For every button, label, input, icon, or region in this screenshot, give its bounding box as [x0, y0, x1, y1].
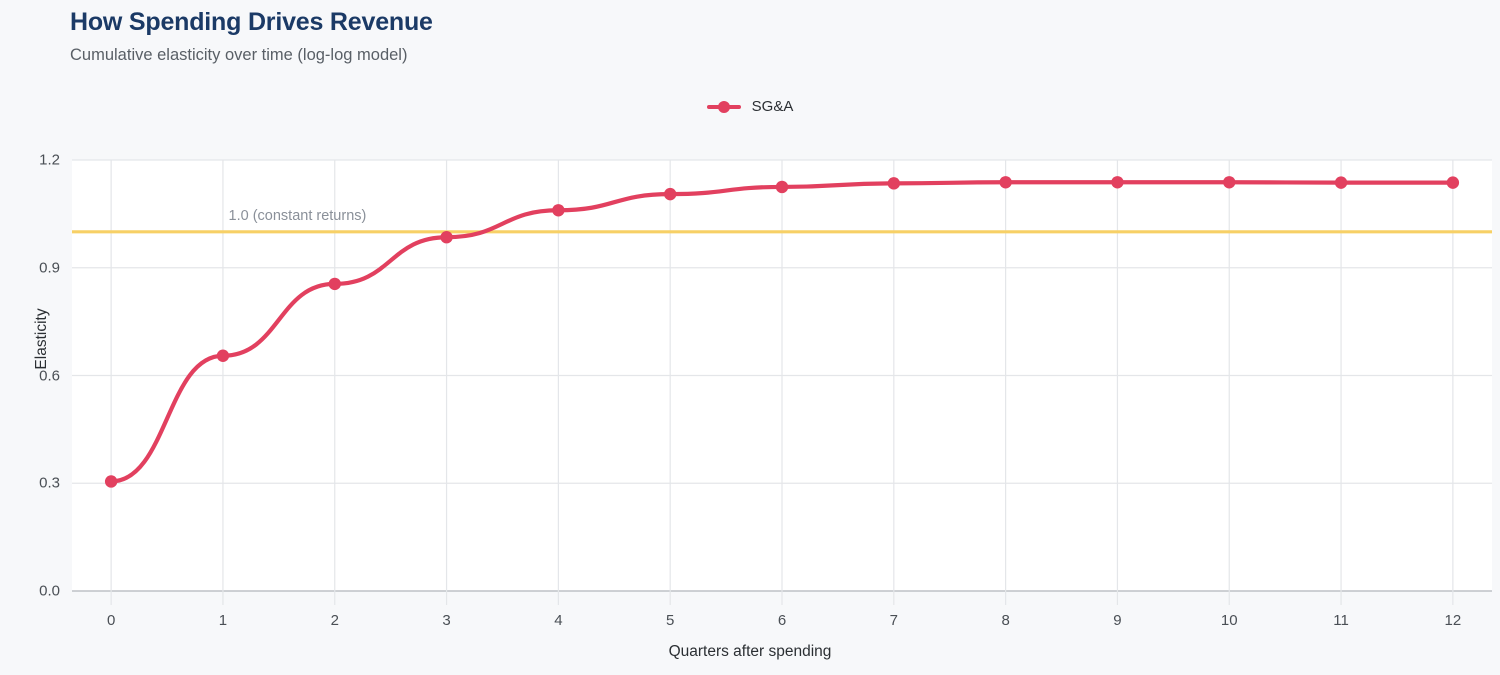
data-point[interactable] [328, 277, 341, 291]
legend-dot [717, 100, 730, 113]
gridline-group [72, 159, 1492, 592]
x-tickmark-group [110, 591, 1454, 605]
x-tick-label: 8 [1001, 612, 1010, 629]
data-point[interactable] [552, 204, 565, 217]
data-point[interactable] [887, 177, 901, 190]
data-point[interactable] [1334, 176, 1348, 189]
x-tick-label: 2 [330, 612, 339, 629]
y-tick-label: 0.3 [39, 474, 60, 492]
data-point[interactable] [216, 349, 230, 362]
x-tick-label: 5 [666, 612, 675, 629]
legend-marker-icon [706, 100, 741, 114]
y-tick-label: 1.2 [39, 151, 60, 169]
x-tick-label: 6 [777, 612, 787, 629]
data-point[interactable] [104, 475, 118, 488]
data-point[interactable] [999, 176, 1012, 189]
x-tick-label: 11 [1333, 612, 1349, 629]
x-tick-label: 4 [554, 612, 563, 629]
legend-label: SG&A [751, 98, 794, 115]
legend-item-sga[interactable]: SG&A [706, 98, 794, 115]
x-tick-label: 10 [1220, 612, 1238, 629]
data-point[interactable] [1446, 176, 1460, 189]
data-point[interactable] [1111, 176, 1124, 189]
y-tick-label: 0.6 [39, 367, 60, 384]
y-tick-label: 0.0 [39, 582, 60, 600]
chart-subtitle: Cumulative elasticity over time (log-log… [70, 46, 408, 64]
data-point[interactable] [440, 231, 453, 244]
series-line-sg-a [109, 180, 1455, 484]
data-point[interactable] [775, 180, 789, 194]
data-point[interactable] [1223, 176, 1236, 189]
x-tick-label: 12 [1444, 612, 1462, 629]
x-tick-label: 9 [1113, 612, 1122, 629]
x-tick-label: 7 [889, 612, 898, 629]
x-axis-title: Quarters after spending [668, 643, 832, 660]
x-tick-label: 1 [218, 612, 228, 629]
page-title: How Spending Drives Revenue [70, 8, 433, 36]
reference-line-label: 1.0 (constant returns) [228, 207, 367, 224]
series-marker-group [104, 176, 1460, 488]
x-tick-label: 3 [442, 612, 451, 629]
y-tick-label: 0.9 [39, 259, 60, 277]
series-line-group [109, 180, 1455, 484]
x-tick-label: 0 [106, 612, 116, 629]
data-point[interactable] [663, 187, 677, 201]
chart-legend: SG&A [0, 98, 1500, 115]
